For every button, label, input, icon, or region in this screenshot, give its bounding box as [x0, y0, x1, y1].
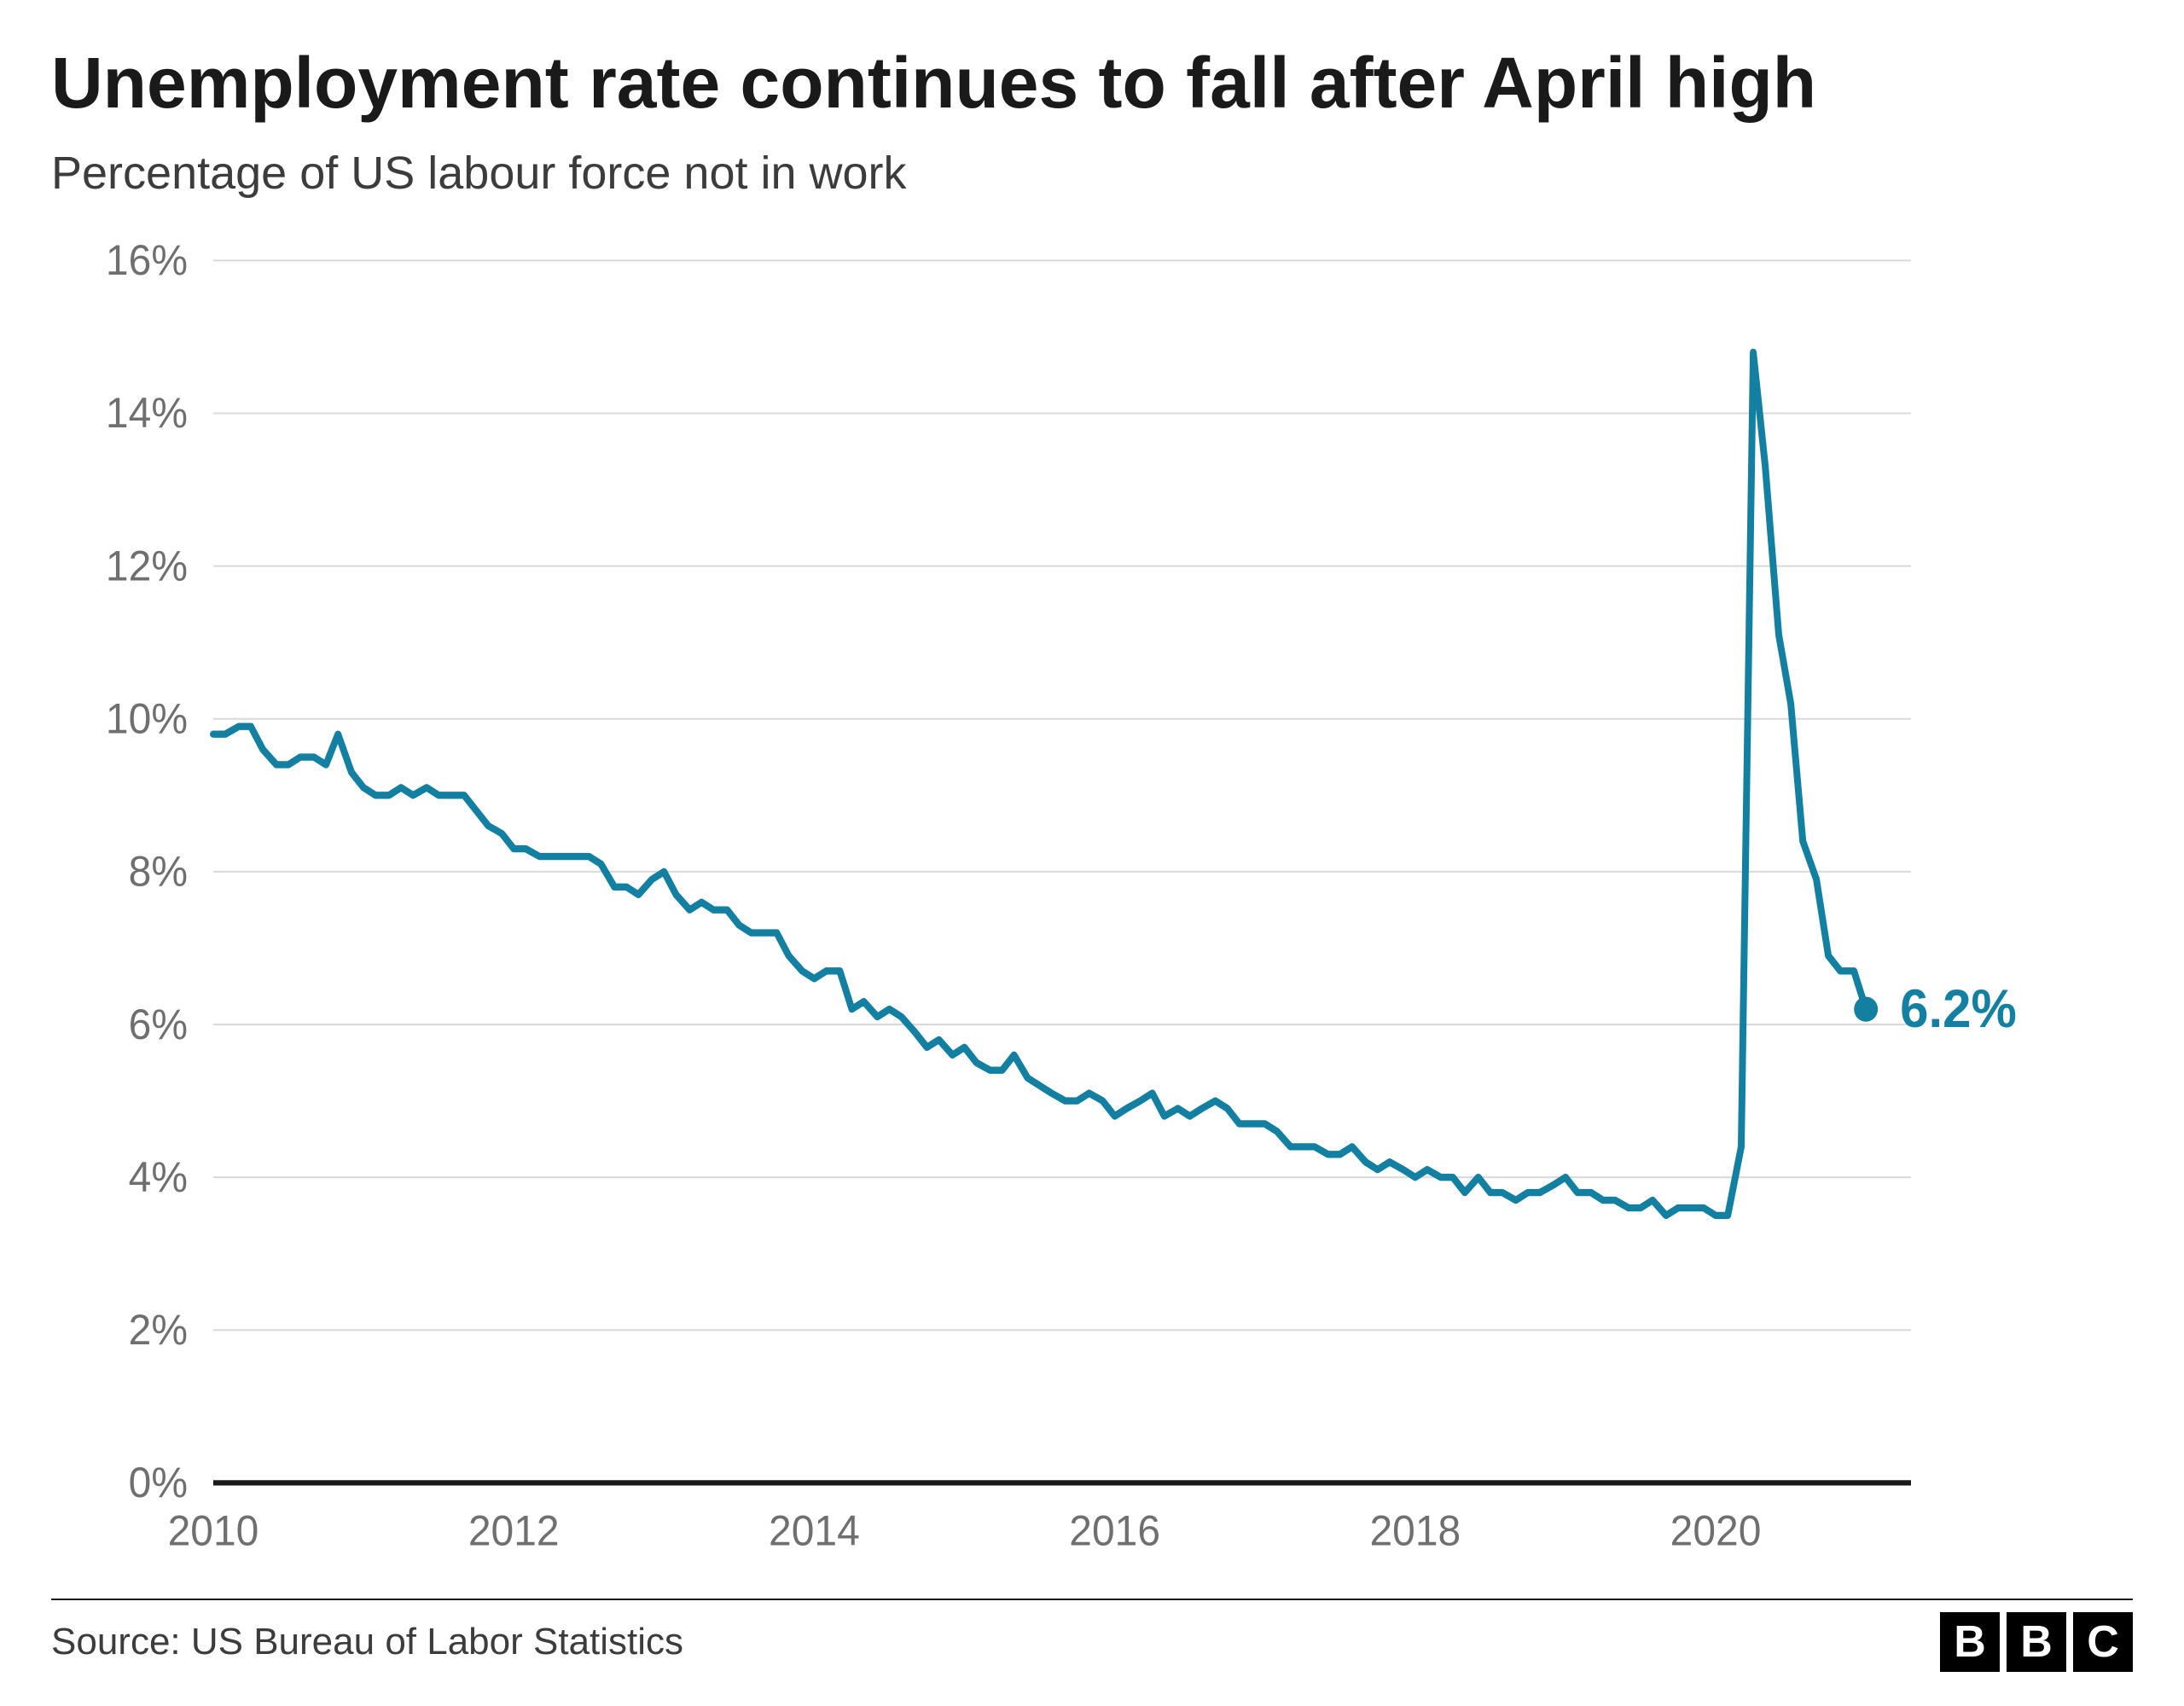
bbc-logo-letter: C	[2073, 1612, 2133, 1672]
x-tick-label: 2018	[1369, 1508, 1461, 1555]
y-tick-label: 12%	[106, 543, 188, 589]
y-tick-label: 4%	[129, 1154, 188, 1201]
x-tick-label: 2012	[468, 1508, 560, 1555]
plot-area: 0% 2% 4% 6% 8% 10% 12% 14% 16% 2010 2012 2014 2016 20…	[51, 234, 2133, 1590]
bbc-logo-letter: B	[2007, 1612, 2066, 1672]
x-tick-label: 2014	[769, 1508, 860, 1555]
x-tick-label: 2010	[168, 1508, 259, 1555]
y-tick-label: 10%	[106, 696, 188, 743]
source-text: Source: US Bureau of Labor Statistics	[51, 1621, 683, 1663]
bbc-logo: B B C	[1940, 1612, 2133, 1672]
chart-footer: Source: US Bureau of Labor Statistics B …	[51, 1599, 2133, 1672]
endpoint-callout: 6.2%	[1900, 979, 2017, 1040]
y-tick-label: 16%	[106, 237, 188, 284]
x-tick-label: 2020	[1670, 1508, 1762, 1555]
y-tick-label: 6%	[129, 1001, 188, 1048]
x-tick-label: 2016	[1069, 1508, 1160, 1555]
chart-container: Unemployment rate continues to fall afte…	[0, 0, 2184, 1706]
y-tick-label: 2%	[129, 1307, 188, 1354]
chart-subtitle: Percentage of US labour force not in wor…	[51, 147, 2133, 200]
y-tick-label: 8%	[129, 849, 188, 896]
y-tick-label: 0%	[129, 1459, 188, 1506]
chart-title: Unemployment rate continues to fall afte…	[51, 43, 2133, 123]
line-chart-svg: 0% 2% 4% 6% 8% 10% 12% 14% 16% 2010 2012 2014 2016 20…	[51, 234, 2133, 1590]
y-tick-label: 14%	[106, 390, 188, 437]
bbc-logo-letter: B	[1940, 1612, 2000, 1672]
endpoint-marker	[1854, 997, 1878, 1022]
unemployment-line	[213, 352, 1866, 1216]
